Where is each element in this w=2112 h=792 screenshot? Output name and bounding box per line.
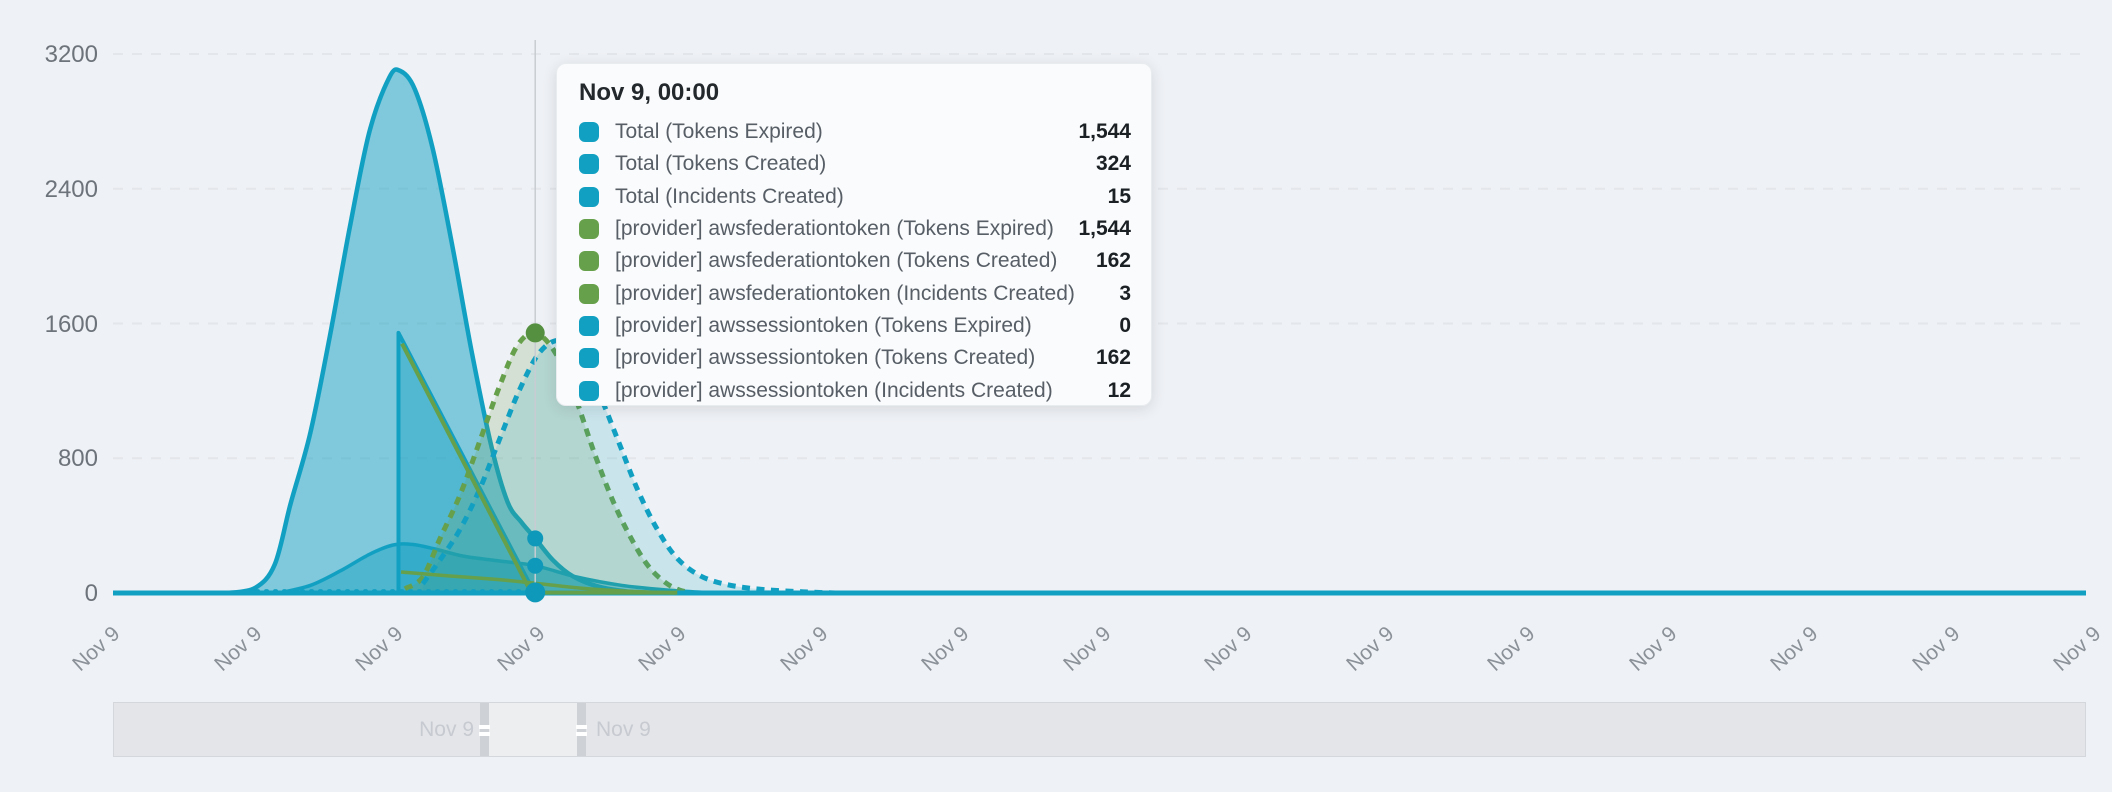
tooltip-row: [provider] awssessiontoken (Incidents Cr…: [579, 374, 1131, 406]
tooltip-series-label: Total (Tokens Created): [615, 152, 827, 176]
y-tick-label: 1600: [44, 310, 98, 338]
tooltip-rows: Total (Tokens Expired) 1,544 Total (Tokens…: [579, 116, 1131, 407]
tooltip-series-label: [provider] awsfederationtoken (Tokens Ex…: [615, 217, 1054, 241]
tooltip-series-label: [provider] awssessiontoken (Incidents Cr…: [615, 378, 1053, 402]
tooltip-series-label: Total (Incidents Created): [615, 184, 844, 208]
tooltip-series-value: 12: [1107, 378, 1131, 402]
tooltip-series-label: [provider] awsfederationtoken (Incidents…: [615, 281, 1075, 305]
tooltip-series-value: 324: [1095, 152, 1131, 176]
series-fill-green-dashed-bell: [405, 332, 694, 593]
tooltip-series-label: [provider] awssessiontoken (Tokens Expir…: [615, 313, 1032, 337]
navigator-left-handle[interactable]: [479, 703, 490, 756]
hover-marker: [527, 530, 544, 547]
series-color-chip: [579, 283, 599, 304]
tooltip-series-value: 15: [1107, 184, 1131, 208]
series-color-chip: [579, 251, 599, 272]
tooltip-series-label: Total (Tokens Expired): [615, 120, 823, 144]
series-color-chip: [579, 380, 599, 401]
tooltip-row: [provider] awsfederationtoken (Tokens Ex…: [579, 213, 1131, 245]
tooltip-title: Nov 9, 00:00: [579, 79, 720, 106]
series-color-chip: [579, 315, 599, 336]
tooltip-series-value: 1,544: [1078, 120, 1131, 144]
series-line-big-teal-bell: [227, 67, 656, 596]
hover-marker: [527, 557, 544, 574]
tooltip-series-value: 162: [1095, 249, 1131, 273]
range-navigator[interactable]: Nov 9 Nov 9: [113, 702, 2086, 757]
hover-marker: [525, 323, 545, 343]
hover-marker: [525, 582, 546, 603]
tooltip: Nov 9, 00:00 Total (Tokens Expired) 1,544…: [556, 63, 1152, 406]
tooltip-row: [provider] awssessiontoken (Tokens Creat…: [579, 342, 1131, 374]
y-tick-label: 3200: [44, 41, 98, 68]
navigator-start-label: Nov 9: [419, 717, 474, 741]
series-color-chip: [579, 186, 599, 207]
grip-icon: [576, 724, 587, 729]
grip-icon: [479, 724, 490, 729]
series-color-chip: [579, 348, 599, 369]
tooltip-series-value: 3: [1119, 281, 1131, 305]
tooltip-row: [provider] awsfederationtoken (Tokens Cr…: [579, 245, 1131, 277]
series-color-chip: [579, 122, 599, 143]
tooltip-series-value: 162: [1095, 346, 1131, 370]
series-color-chip: [579, 154, 599, 175]
series-fill-big-teal-bell: [227, 69, 656, 594]
tooltip-series-value: 1,544: [1078, 217, 1131, 241]
tooltip-row: [provider] awssessiontoken (Tokens Expir…: [579, 310, 1131, 342]
series-fill-small-teal-bump: [278, 543, 715, 593]
tooltip-row: [provider] awsfederationtoken (Incidents…: [579, 277, 1131, 309]
series-color-chip: [579, 219, 599, 240]
tooltip-series-value: 0: [1119, 313, 1131, 337]
series-fill-teal-dashed-bell: [422, 340, 836, 593]
tooltip-series-label: [provider] awsfederationtoken (Tokens Cr…: [615, 249, 1058, 273]
y-tick-label: 2400: [44, 175, 98, 203]
tooltip-row: Total (Tokens Expired) 1,544: [579, 116, 1131, 148]
tooltip-row: Total (Incidents Created) 15: [579, 181, 1131, 213]
tooltip-series-label: [provider] awssessiontoken (Tokens Creat…: [615, 346, 1036, 370]
y-tick-label: 0: [84, 580, 98, 607]
series-line-expired-drop-triangle: [396, 330, 537, 594]
series-line-small-teal-bump: [278, 542, 715, 595]
navigator-end-label: Nov 9: [596, 717, 651, 741]
tooltip-row: Total (Tokens Created) 324: [579, 148, 1131, 180]
navigator-right-handle[interactable]: [576, 703, 587, 756]
y-tick-label: 800: [57, 445, 98, 473]
navigator-selected-range[interactable]: [489, 703, 578, 756]
series-line-green-dashed-bell: [403, 330, 694, 596]
